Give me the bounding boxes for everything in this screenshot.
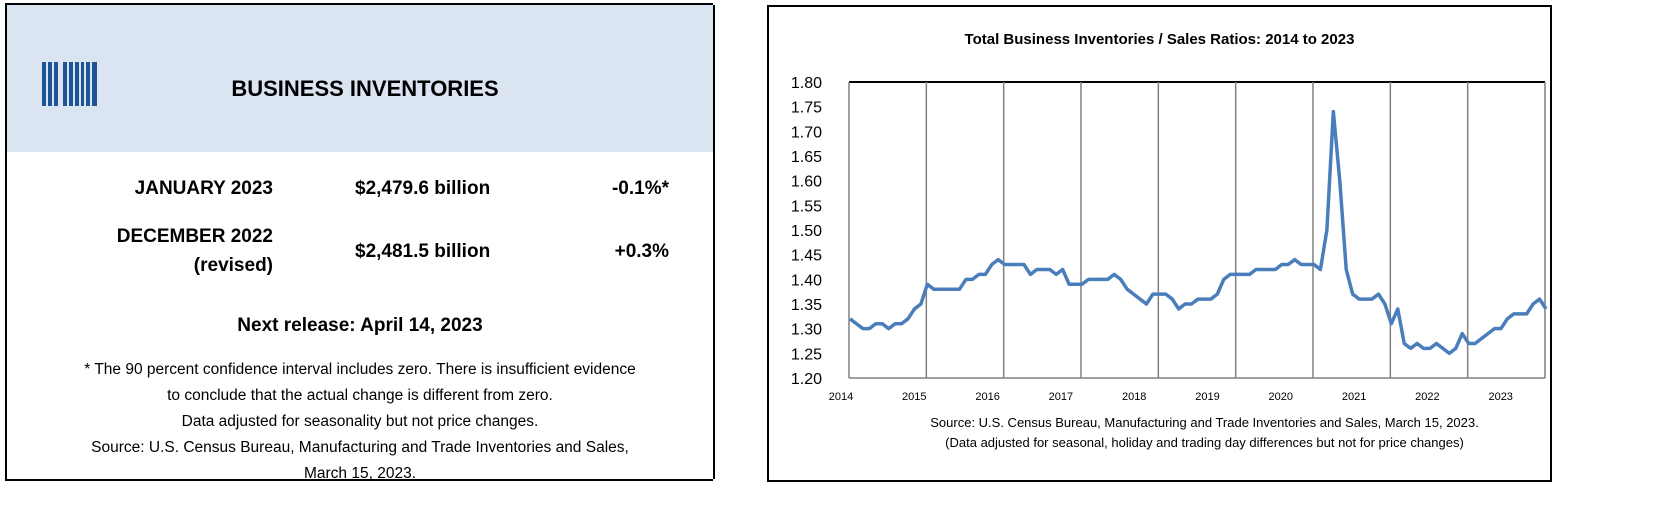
y-tick-label: 1.70 [791, 124, 822, 141]
y-tick-label: 1.35 [791, 297, 822, 314]
y-tick-label: 1.40 [791, 272, 822, 289]
ratio-series-line [848, 109, 1548, 356]
x-tick-label: 2018 [1122, 391, 1146, 403]
row-value: $2,481.5 billion [355, 241, 491, 262]
y-tick-label: 1.65 [791, 149, 822, 166]
chart-source: Source: U.S. Census Bureau, Manufacturin… [930, 415, 1479, 430]
x-tick-label: 2022 [1415, 391, 1439, 403]
line-chart: 1.80 1.75 1.70 1.65 1.60 1.55 1.50 1.45 1.40 1.35… [791, 75, 1548, 403]
row-change: -0.1%* [611, 178, 669, 199]
summary-title: BUSINESS INVENTORIES [231, 76, 499, 101]
x-tick-label: 2019 [1195, 391, 1219, 403]
y-tick-label: 1.55 [791, 198, 822, 215]
footnote-line: Source: U.S. Census Bureau, Manufacturin… [91, 439, 629, 456]
footnotes: * The 90 percent confidence interval inc… [7, 357, 713, 487]
x-tick-label: 2020 [1269, 391, 1293, 403]
y-tick-label: 1.20 [791, 371, 822, 388]
x-tick-label: 2015 [902, 391, 926, 403]
y-tick-label: 1.30 [791, 322, 822, 339]
row-period: JANUARY 2023 [134, 178, 273, 199]
footnote-line: to conclude that the actual change is di… [167, 387, 553, 404]
chart-note: (Data adjusted for seasonal, holiday and… [945, 435, 1464, 450]
x-tick-label: 2017 [1049, 391, 1073, 403]
x-tick-label: 2016 [975, 391, 999, 403]
row-sublabel: (revised) [193, 255, 273, 276]
business-inventories-summary: BUSINESS INVENTORIES JANUARY 2023 $2,479… [5, 3, 715, 482]
y-tick-label: 1.25 [791, 346, 822, 363]
row-value: $2,479.6 billion [355, 178, 491, 199]
next-release: Next release: April 14, 2023 [237, 315, 483, 336]
x-tick-label: 2021 [1342, 391, 1366, 403]
y-tick-label: 1.60 [791, 174, 822, 191]
x-tick-label: 2014 [829, 391, 853, 403]
chart-title: Total Business Inventories / Sales Ratio… [964, 31, 1355, 48]
y-tick-label: 1.45 [791, 248, 822, 265]
y-tick-label: 1.80 [791, 75, 822, 92]
row-period: DECEMBER 2022 [116, 226, 273, 247]
row-change: +0.3% [614, 241, 669, 262]
summary-header: BUSINESS INVENTORIES [7, 5, 713, 152]
chart-panel: Total Business Inventories / Sales Ratio… [767, 5, 1552, 482]
y-tick-label: 1.50 [791, 223, 822, 240]
x-tick-label: 2023 [1488, 391, 1512, 403]
footnote-line: * The 90 percent confidence interval inc… [84, 361, 636, 378]
footnote-line: Data adjusted for seasonality but not pr… [181, 413, 539, 430]
barcode-icon [42, 62, 112, 106]
panel-border [713, 5, 715, 479]
footnote-line: March 15, 2023. [303, 465, 416, 482]
y-tick-label: 1.75 [791, 100, 822, 117]
